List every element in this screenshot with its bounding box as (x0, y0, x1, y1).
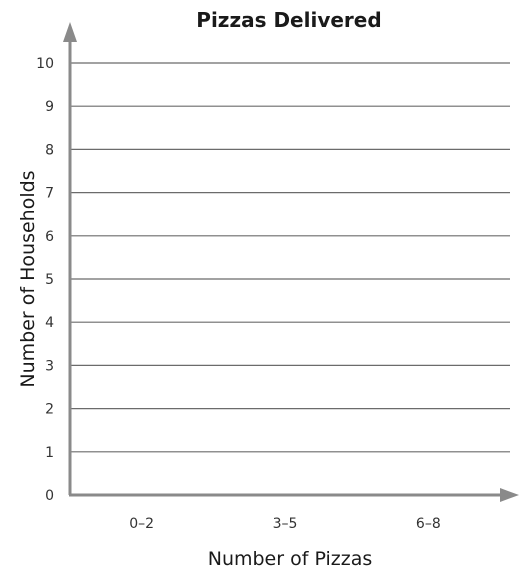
y-axis-label: Number of Households (17, 170, 39, 387)
y-tick-label-7: 7 (45, 186, 54, 202)
x-axis-label: Number of Pizzas (208, 548, 373, 570)
x-tick-label-3: 6–8 (416, 516, 441, 532)
y-tick-label-10: 10 (36, 56, 54, 72)
y-tick-label-9: 9 (45, 99, 54, 115)
y-tick-label-3: 3 (45, 358, 54, 374)
y-tick-label-1: 1 (45, 445, 54, 461)
gridlines (70, 62, 510, 453)
x-tick-label-2: 3–5 (273, 516, 298, 532)
y-axis-arrow-icon (63, 22, 77, 42)
y-tick-label-8: 8 (45, 142, 54, 158)
x-axis-arrow-icon (500, 488, 519, 502)
y-tick-labels: 0 1 2 3 4 5 6 7 8 9 10 (36, 56, 54, 504)
y-tick-label-2: 2 (45, 402, 54, 418)
x-tick-labels: 0–2 3–5 6–8 (129, 516, 440, 532)
y-tick-label-0: 0 (45, 488, 54, 504)
x-tick-label-1: 0–2 (129, 516, 154, 532)
y-tick-label-4: 4 (45, 315, 54, 331)
y-tick-label-6: 6 (45, 229, 54, 245)
chart-title: Pizzas Delivered (196, 8, 381, 32)
y-tick-label-5: 5 (45, 272, 54, 288)
